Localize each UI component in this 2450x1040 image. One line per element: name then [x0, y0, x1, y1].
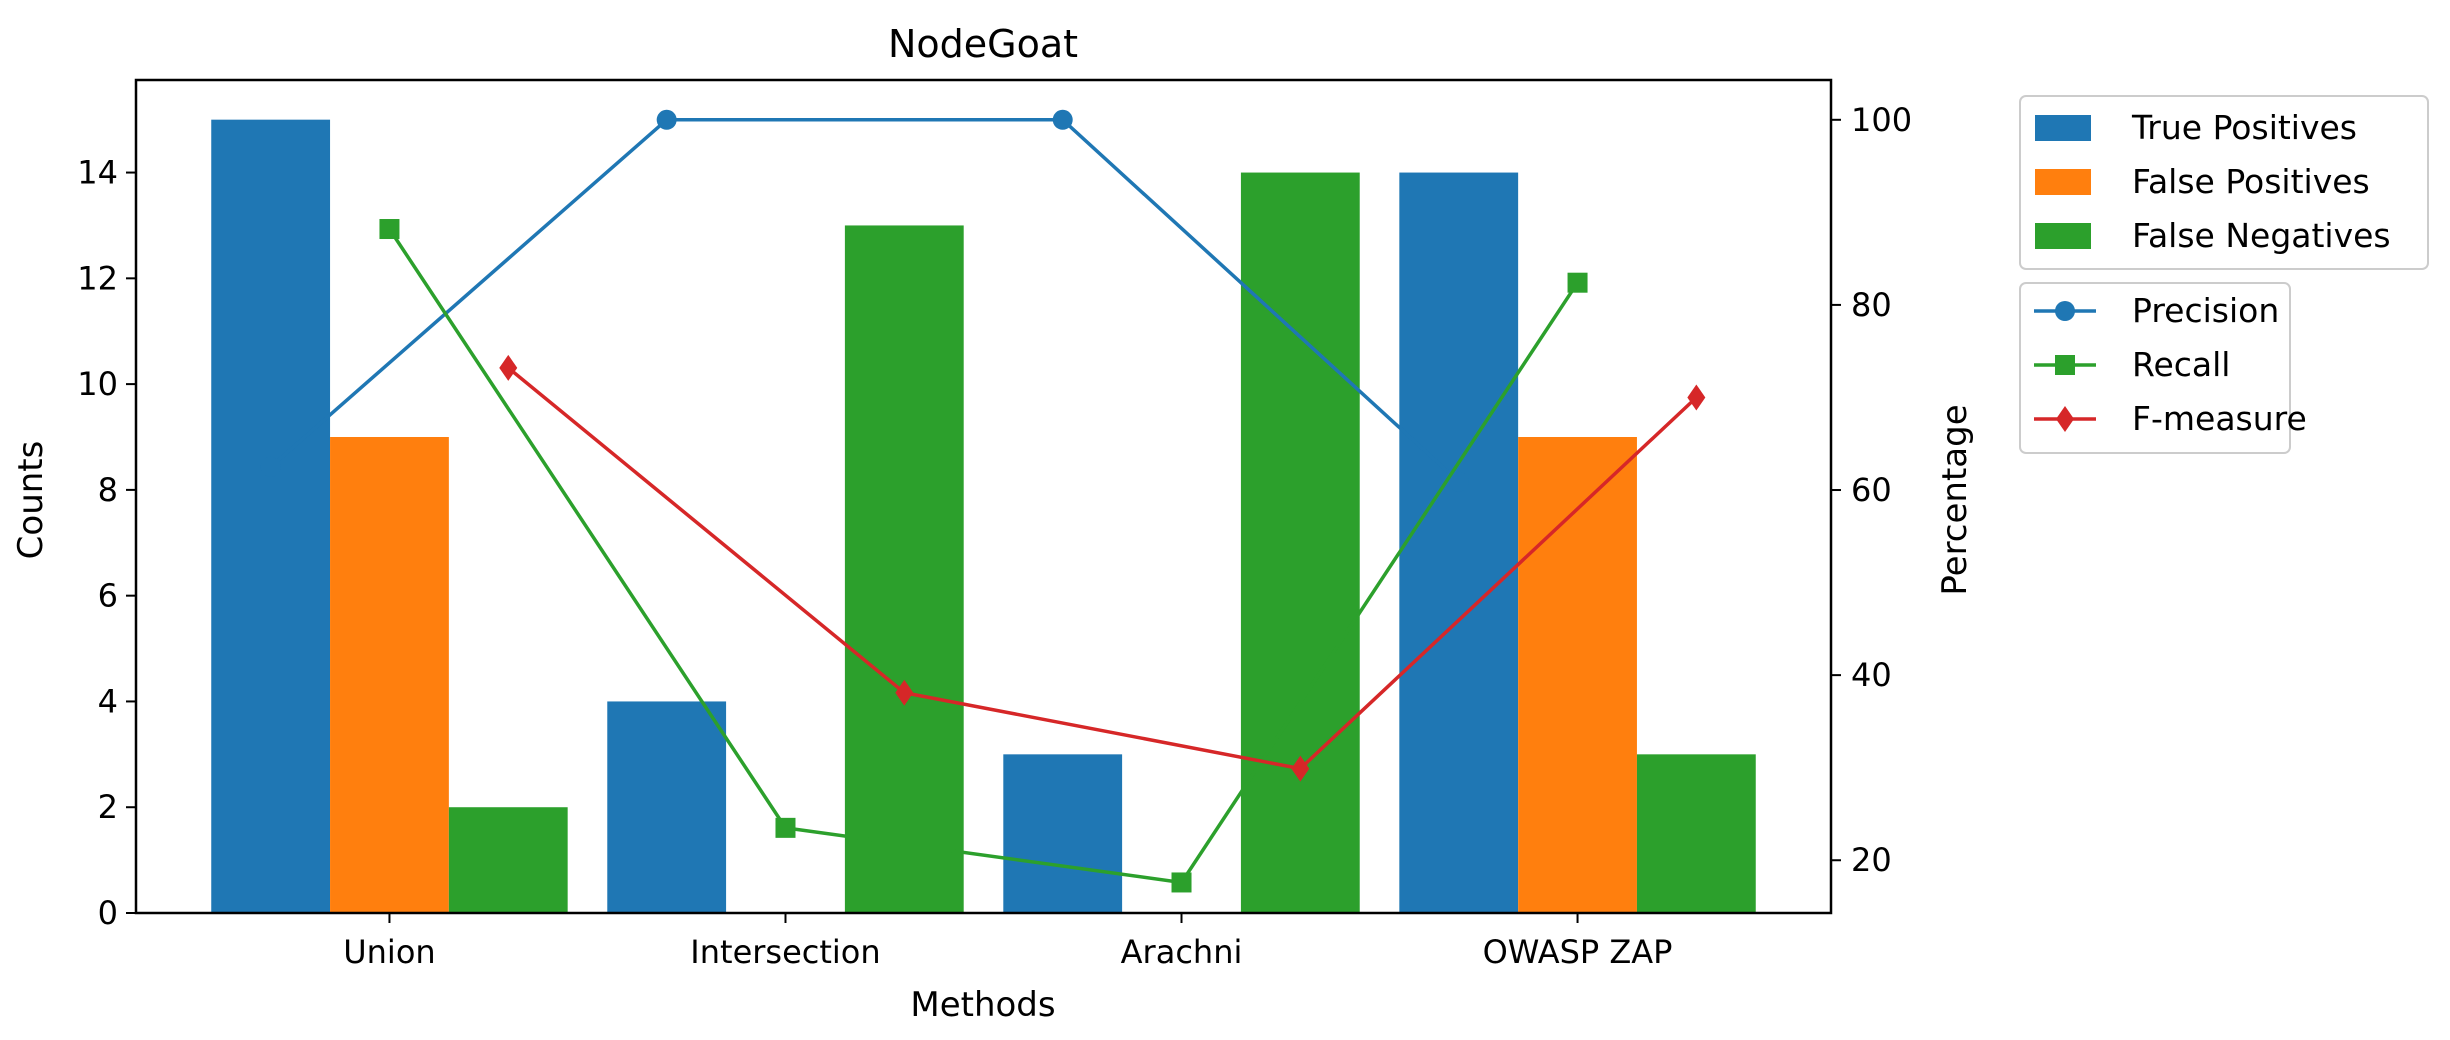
bar-true-positives-3 [1399, 172, 1519, 914]
marker-precision-0 [260, 456, 281, 477]
plot-frame [134, 78, 1833, 915]
marker-f-measure-1 [895, 679, 914, 706]
y2-tick-label-100: 100 [1851, 101, 1912, 139]
x-tick-label-0: Union [343, 933, 435, 971]
y-tick-label-6: 6 [98, 577, 118, 615]
legend-label-precision: Precision [2132, 291, 2279, 330]
legend-label-true-positives: True Positives [2131, 108, 2357, 147]
legend-layer: True Positives False Positives False Negat… [2019, 95, 2429, 454]
legend-marker-f-measure [2056, 406, 2074, 432]
y2-tick-label-80: 80 [1851, 286, 1892, 324]
line-recall [387, 228, 1580, 885]
y-tick-label-10: 10 [77, 365, 118, 403]
x-tick-label-1: Intersection [690, 933, 880, 971]
bar-false-positives-3 [1518, 437, 1637, 913]
legend-swatch-false-negatives [2035, 223, 2091, 249]
legend-lines-box [2019, 282, 2291, 454]
marker-f-measure-0 [499, 354, 518, 381]
legend-swatch-true-positives [2035, 115, 2091, 141]
marker-recall-1 [775, 817, 796, 838]
y2-tick-label-20: 20 [1851, 841, 1892, 879]
marker-precision-3 [1448, 471, 1469, 492]
marker-recall-2 [1171, 872, 1192, 893]
y-axis-title: Counts [11, 441, 51, 560]
legend-bars-box [2019, 95, 2429, 270]
y-tick-label-8: 8 [98, 471, 118, 509]
marker-recall-0 [379, 219, 400, 240]
legend-swatch-false-positives [2035, 169, 2091, 195]
plot-layer [211, 109, 1756, 914]
bar-false-negatives-0 [448, 807, 568, 913]
x-tick-label-2: Arachni [1121, 933, 1243, 971]
legend-label-f-measure: F-measure [2132, 399, 2307, 438]
marker-f-measure-3 [1687, 384, 1706, 411]
line-f-measure [507, 366, 1698, 771]
x-tick-label-3: OWASP ZAP [1483, 933, 1673, 971]
y2-tick-label-40: 40 [1851, 656, 1892, 694]
legend-label-false-negatives: False Negatives [2132, 216, 2391, 255]
axis-layer: Union Intersection Arachni OWASP ZAP 0 2 4 6 8 10… [77, 101, 1912, 971]
bar-true-positives-1 [607, 701, 727, 913]
y-tick-label-0: 0 [98, 894, 118, 932]
y2-tick-label-60: 60 [1851, 471, 1892, 509]
bar-false-positives-0 [330, 437, 449, 913]
marker-recall-3 [1567, 272, 1588, 293]
bar-false-negatives-3 [1636, 754, 1756, 913]
marker-f-measure-2 [1291, 755, 1310, 782]
y-tick-label-14: 14 [77, 154, 118, 192]
marker-precision-1 [656, 109, 677, 130]
marker-precision-2 [1052, 109, 1073, 130]
y-tick-label-4: 4 [98, 682, 118, 720]
chart-title: NodeGoat [888, 22, 1078, 66]
legend-marker-recall [2055, 355, 2075, 375]
bar-true-positives-0 [211, 119, 331, 913]
bar-false-negatives-2 [1240, 172, 1360, 914]
legend-marker-precision [2055, 301, 2075, 321]
bar-true-positives-2 [1003, 754, 1123, 913]
legend-label-recall: Recall [2132, 345, 2230, 384]
line-precision [269, 118, 1460, 483]
y-tick-label-2: 2 [98, 788, 118, 826]
x-axis-title: Methods [910, 985, 1055, 1025]
y2-axis-title: Percentage [1935, 404, 1975, 595]
y-tick-label-12: 12 [77, 259, 118, 297]
legend-label-false-positives: False Positives [2132, 162, 2370, 201]
bar-false-negatives-1 [844, 225, 964, 913]
